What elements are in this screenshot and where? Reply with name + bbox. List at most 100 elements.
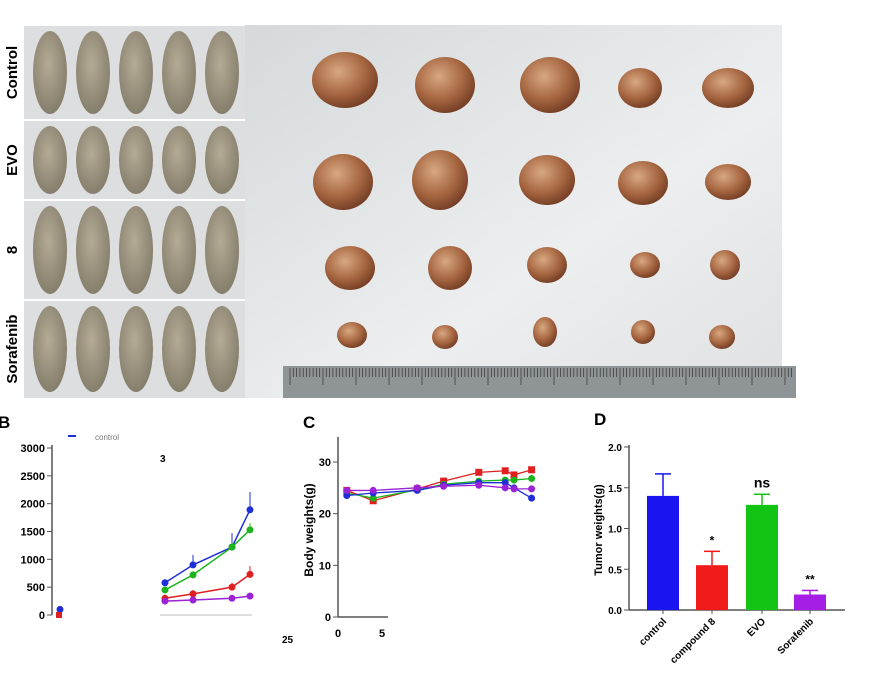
tumor — [312, 52, 378, 108]
mouse — [205, 306, 239, 392]
tumor — [618, 161, 668, 205]
data-point — [343, 486, 351, 494]
mouse — [162, 306, 196, 392]
mouse — [205, 206, 239, 294]
y-tick-label: 2.0 — [608, 443, 622, 454]
panel-a-photos: Control EVO 8 Sorafenib — [4, 24, 796, 398]
tumor — [702, 68, 754, 108]
data-point — [501, 479, 509, 487]
panel-b-tumor-volume-chart: B 0 500 1000 1500 2000 2500 3000 control 3 25 — [0, 413, 294, 646]
y-tick-label: 0 — [39, 610, 45, 622]
mouse — [33, 206, 67, 294]
data-point — [161, 579, 169, 587]
mouse — [33, 306, 67, 392]
mouse — [76, 306, 110, 392]
data-point — [475, 481, 483, 489]
mouse — [205, 126, 239, 194]
y-tick-label: 500 — [27, 582, 45, 594]
row-label-evo: EVO — [4, 144, 21, 176]
data-point — [228, 594, 236, 602]
data-point — [246, 506, 254, 514]
data-point — [246, 526, 254, 534]
mouse — [205, 31, 239, 114]
row-label-sorafenib: Sorafenib — [4, 314, 21, 383]
data-point — [369, 486, 377, 494]
tumor — [415, 57, 475, 113]
tumor — [337, 322, 367, 348]
x-tick-label: 0 — [335, 628, 341, 640]
data-point — [510, 485, 518, 493]
series-line — [164, 595, 251, 602]
panel-label: C — [303, 413, 315, 432]
tumor — [533, 317, 557, 347]
mouse — [119, 31, 153, 114]
data-point — [510, 471, 518, 479]
data-point — [528, 485, 536, 493]
data-point — [189, 590, 197, 598]
tumor — [412, 150, 468, 210]
y-tick-label: 2000 — [21, 499, 45, 511]
mouse — [162, 31, 196, 114]
y-axis-label: Body weights(g) — [302, 483, 316, 576]
data-point — [343, 492, 351, 500]
mouse — [76, 31, 110, 114]
tumor — [631, 320, 655, 344]
data-point — [228, 543, 236, 551]
y-tick-label: 2500 — [21, 471, 45, 483]
data-point — [528, 494, 536, 502]
data-point — [228, 583, 236, 591]
data-point — [528, 475, 536, 483]
mouse — [119, 126, 153, 194]
y-axis-label: Tumor weights(g) — [593, 484, 605, 576]
tumor — [705, 164, 751, 200]
data-point — [413, 484, 421, 492]
data-point — [189, 561, 197, 569]
data-point — [440, 482, 448, 490]
x-tick-label: EVO — [745, 616, 768, 639]
bar-compound-8 — [696, 565, 728, 610]
tumor — [325, 246, 375, 290]
mouse — [119, 306, 153, 392]
ruler — [283, 366, 796, 398]
stray-label: 25 — [282, 635, 294, 646]
panel-label: B — [0, 413, 10, 432]
mouse — [33, 31, 67, 114]
data-point — [189, 596, 197, 604]
data-point — [475, 468, 483, 476]
bar-evo — [746, 504, 778, 610]
x-tick-label: 5 — [379, 628, 385, 640]
significance-label: ** — [805, 572, 815, 586]
mouse — [76, 126, 110, 194]
y-tick-label: 1.5 — [608, 484, 622, 495]
tumor — [519, 155, 575, 205]
mouse — [119, 206, 153, 294]
mouse — [162, 126, 196, 194]
significance-label: ns — [754, 474, 771, 490]
data-point — [369, 494, 377, 502]
data-point — [501, 484, 509, 492]
series-line — [164, 573, 251, 600]
y-tick-label: 30 — [319, 457, 331, 469]
tumor — [432, 325, 458, 349]
data-point — [510, 476, 518, 484]
legend-label: control — [95, 433, 119, 442]
data-point — [246, 570, 254, 578]
data-point — [501, 467, 509, 475]
y-tick-label: 20 — [319, 509, 331, 521]
series-line — [164, 529, 251, 591]
tumor — [313, 154, 373, 210]
y-tick-label: 1500 — [21, 527, 45, 539]
bar-sorafenib — [794, 594, 826, 610]
stray-label: 3 — [160, 454, 166, 465]
data-point — [528, 466, 536, 474]
panel-c-body-weight-chart: C 0 10 20 30 0 5 Body weights(g) — [302, 413, 536, 640]
bar-control — [647, 495, 679, 610]
y-tick-label: 0.5 — [608, 565, 622, 576]
series-line — [164, 509, 251, 584]
y-tick-label: 10 — [319, 560, 331, 572]
mouse — [162, 206, 196, 294]
mouse — [76, 206, 110, 294]
row-label-control: Control — [4, 46, 21, 99]
y-tick-label: 0 — [325, 612, 331, 624]
